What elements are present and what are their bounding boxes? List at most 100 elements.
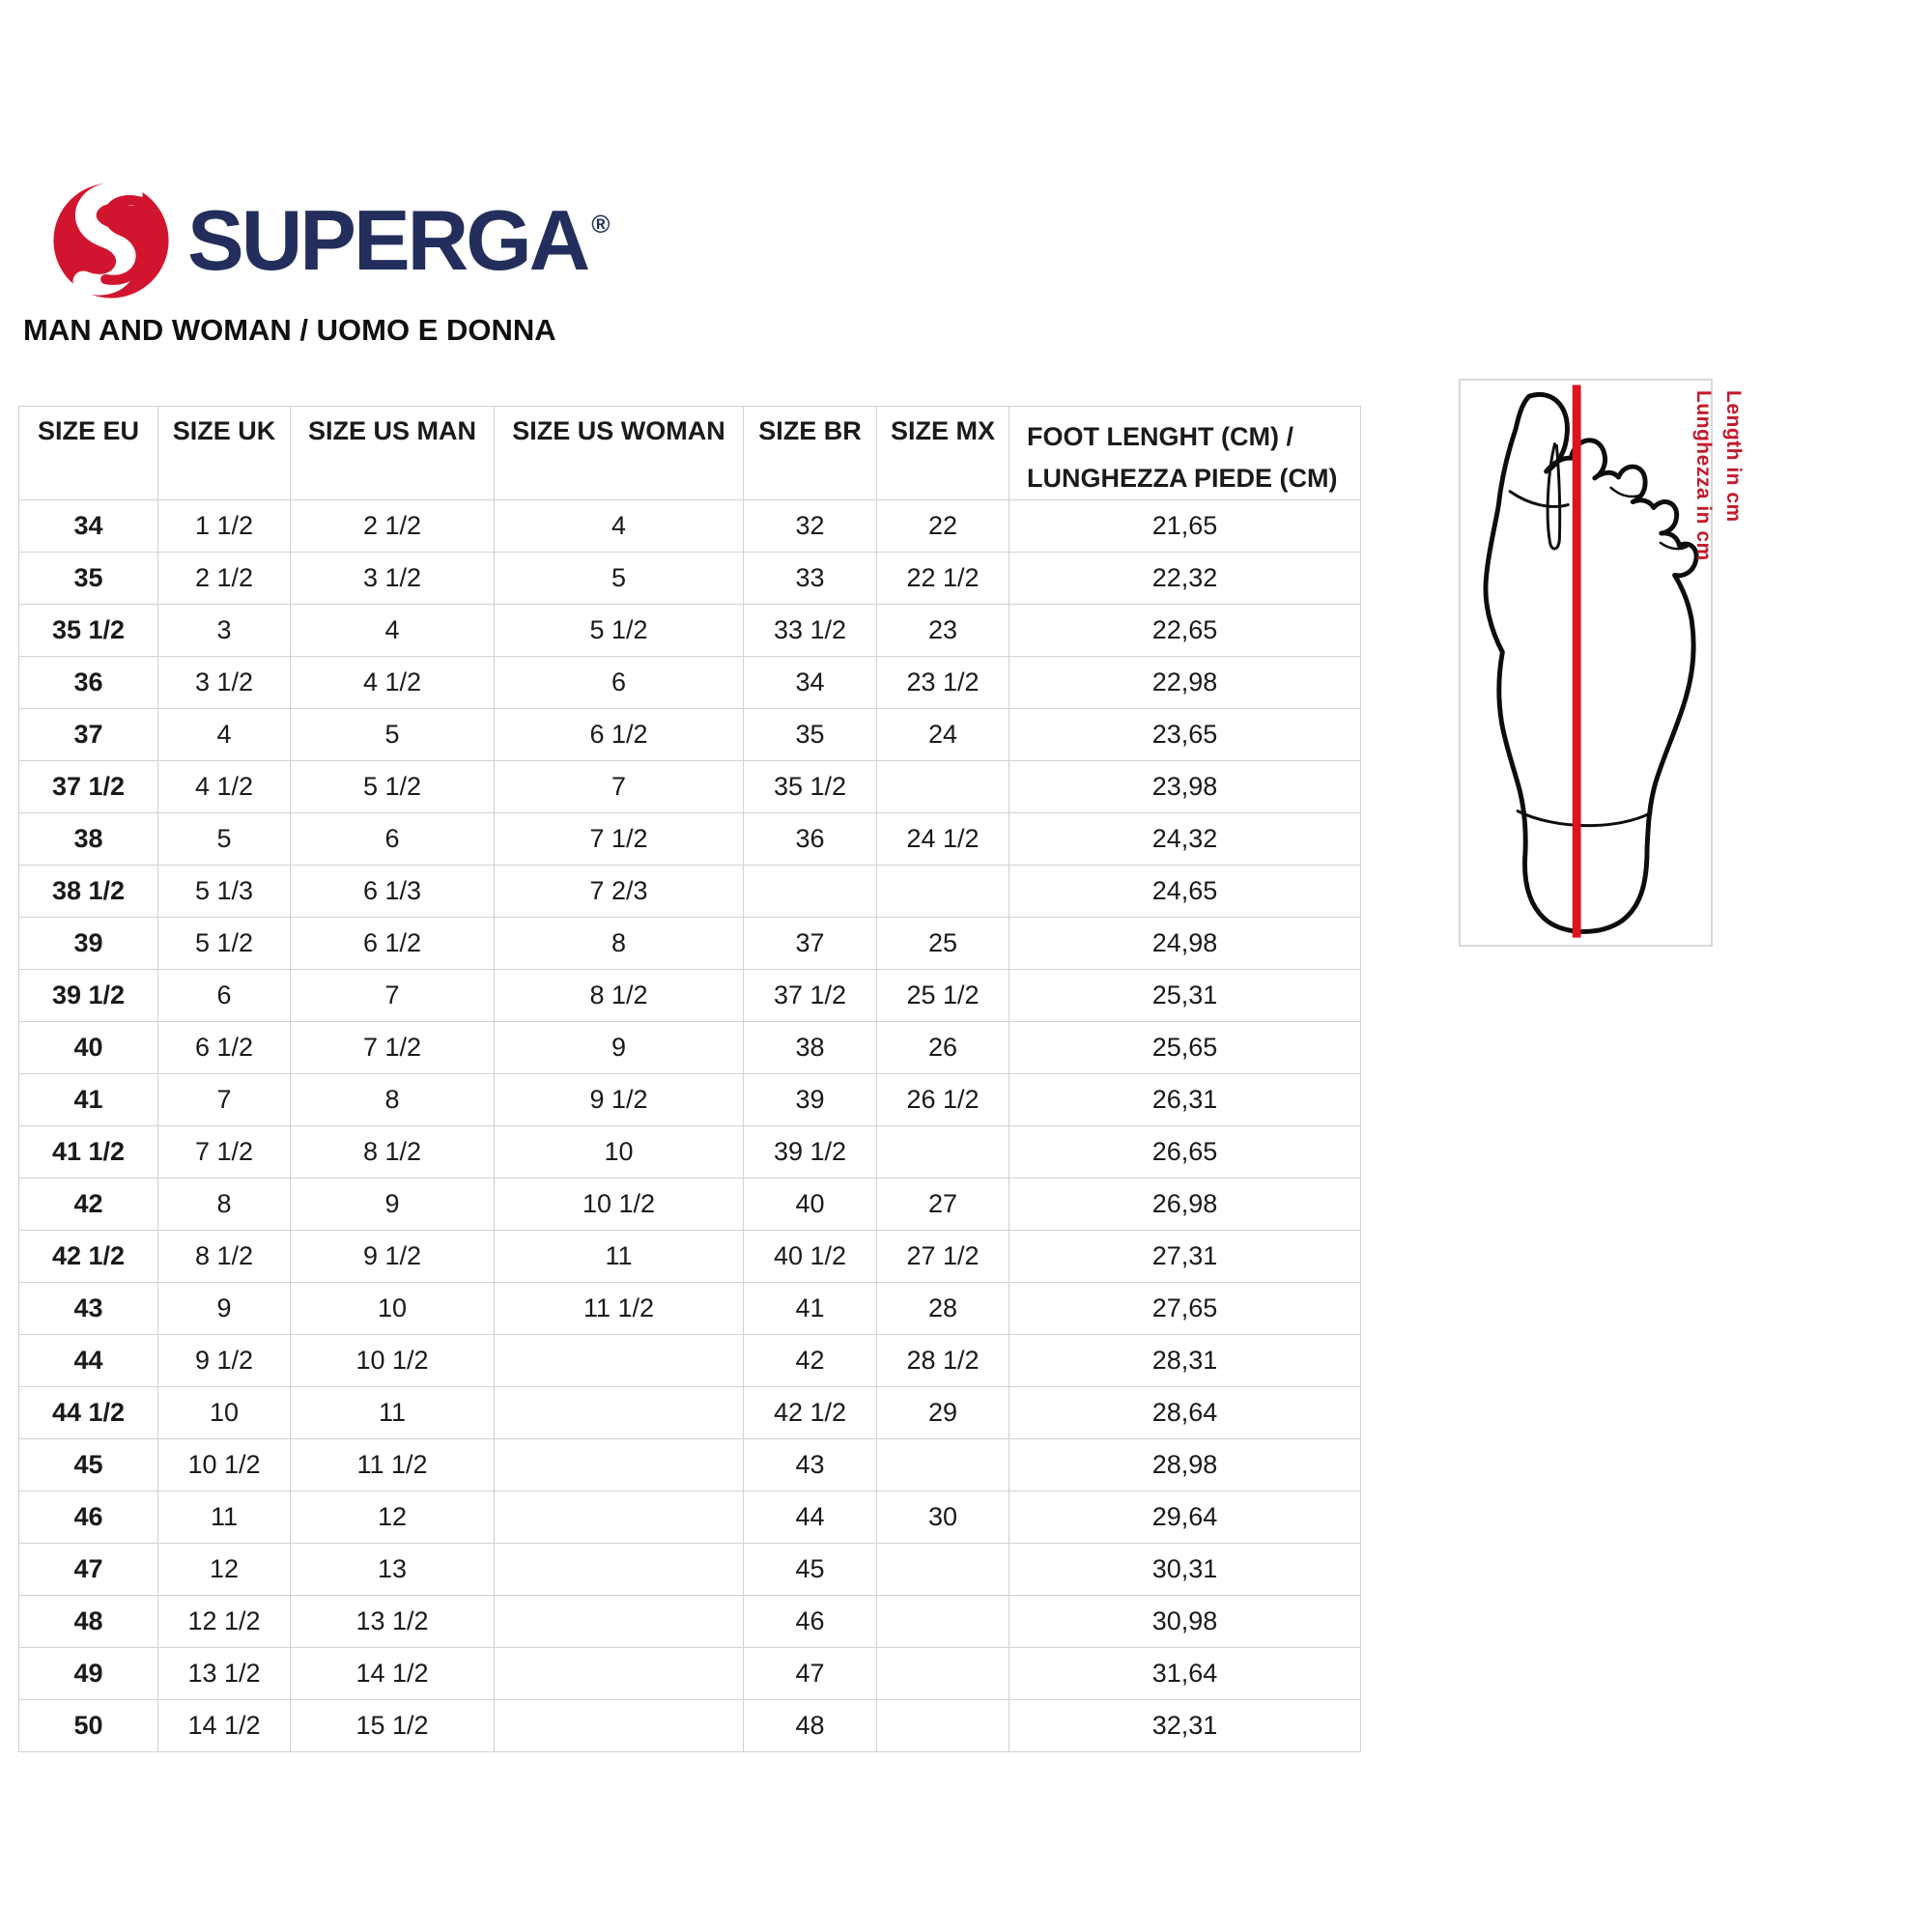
column-header-line: LUNGHEZZA PIEDE (CM) [1027,464,1338,494]
table-row: 44 9 1/2 10 1/2 42 28 1/2 28,31 [18,1334,1361,1388]
table-cell: 10 1/2 [290,1334,495,1388]
table-cell: 25,65 [1009,1021,1361,1075]
table-cell [876,1438,1009,1492]
table-cell: 40 1/2 [743,1230,877,1284]
column-header: SIZE BR [743,405,877,501]
table-cell: 15 1/2 [290,1699,495,1753]
table-cell: 35 [18,552,158,606]
table-cell: 3 [157,604,291,658]
table-cell [876,1125,1009,1179]
table-cell: 21,65 [1009,499,1361,554]
table-cell: 44 [743,1491,877,1545]
table-cell [876,1595,1009,1649]
table-cell: 37 [743,917,877,971]
superga-logo: SUPERGA ® [50,180,610,301]
table-cell: 8 [157,1178,291,1232]
table-cell [876,865,1009,919]
table-cell: 37 [18,708,158,762]
table-cell: 31,64 [1009,1647,1361,1701]
table-cell: 4 1/2 [157,760,291,814]
table-cell: 5 1/2 [494,604,744,658]
table-cell: 4 [494,499,744,554]
table-cell: 29,64 [1009,1491,1361,1545]
table-cell: 7 2/3 [494,865,744,919]
table-cell: 6 [290,812,495,867]
table-header-row: SIZE EU SIZE UK SIZE US MAN SIZE US WOMAN SI… [18,405,1361,501]
table-cell: 40 [743,1178,877,1232]
length-label-english: Length in cm [1722,390,1745,523]
table-cell: 14 1/2 [157,1699,291,1753]
table-cell: 6 1/3 [290,865,495,919]
table-cell: 27 [876,1178,1009,1232]
table-cell: 42 [18,1178,158,1232]
table-row: 37 4 5 6 1/2 35 24 23,65 [18,708,1361,762]
table-row: 44 1/2 10 11 42 1/2 29 28,64 [18,1386,1361,1440]
size-table-body: 34 1 1/2 2 1/2 4 32 22 21,65 35 2 1/2 3 1/2 5 33 22 … [18,499,1361,1753]
table-cell: 2 1/2 [290,499,495,554]
table-row: 45 10 1/2 11 1/2 43 28,98 [18,1438,1361,1492]
table-cell: 25,31 [1009,969,1361,1023]
table-cell: 26,98 [1009,1178,1361,1232]
table-cell: 27,31 [1009,1230,1361,1284]
foot-outline-icon [1483,384,1699,938]
table-cell: 49 [18,1647,158,1701]
table-row: 43 9 10 11 1/2 41 28 27,65 [18,1282,1361,1336]
table-cell: 30,31 [1009,1543,1361,1597]
table-cell [494,1595,744,1649]
column-header: SIZE US MAN [290,405,495,501]
table-cell: 25 1/2 [876,969,1009,1023]
table-cell: 7 1/2 [157,1125,291,1179]
table-cell: 47 [18,1543,158,1597]
table-cell: 4 [290,604,495,658]
column-header: SIZE UK [157,405,291,501]
table-cell: 11 [290,1386,495,1440]
table-cell: 11 [157,1491,291,1545]
table-cell: 13 1/2 [157,1647,291,1701]
table-cell: 9 1/2 [157,1334,291,1388]
table-cell: 26 1/2 [876,1073,1009,1127]
table-cell: 24 [876,708,1009,762]
table-row: 41 1/2 7 1/2 8 1/2 10 39 1/2 26,65 [18,1125,1361,1179]
table-cell: 6 1/2 [157,1021,291,1075]
table-cell [743,865,877,919]
table-row: 39 1/2 6 7 8 1/2 37 1/2 25 1/2 25,31 [18,969,1361,1023]
table-cell: 26 [876,1021,1009,1075]
table-cell: 28,64 [1009,1386,1361,1440]
table-row: 35 1/2 3 4 5 1/2 33 1/2 23 22,65 [18,604,1361,658]
table-cell: 28,98 [1009,1438,1361,1492]
table-cell [876,760,1009,814]
table-cell: 24 1/2 [876,812,1009,867]
column-header-line: FOOT LENGHT (CM) / [1027,422,1293,451]
table-row: 39 5 1/2 6 1/2 8 37 25 24,98 [18,917,1361,971]
table-cell [494,1386,744,1440]
table-cell: 8 [494,917,744,971]
table-cell: 13 [290,1543,495,1597]
table-cell: 42 1/2 [743,1386,877,1440]
table-cell: 6 [494,656,744,710]
table-cell: 41 1/2 [18,1125,158,1179]
brand-name-text: SUPERGA [187,192,590,288]
table-cell [494,1647,744,1701]
table-cell: 10 1/2 [494,1178,744,1232]
table-cell: 22,65 [1009,604,1361,658]
table-cell: 42 [743,1334,877,1388]
table-cell: 40 [18,1021,158,1075]
table-cell: 5 [494,552,744,606]
table-row: 40 6 1/2 7 1/2 9 38 26 25,65 [18,1021,1361,1075]
table-cell: 6 [157,969,291,1023]
table-cell: 41 [743,1282,877,1336]
table-cell: 23 [876,604,1009,658]
table-cell: 24,32 [1009,812,1361,867]
table-cell: 5 [290,708,495,762]
table-cell: 14 1/2 [290,1647,495,1701]
table-row: 34 1 1/2 2 1/2 4 32 22 21,65 [18,499,1361,554]
table-cell: 41 [18,1073,158,1127]
table-cell: 43 [18,1282,158,1336]
table-cell: 38 [743,1021,877,1075]
table-row: 37 1/2 4 1/2 5 1/2 7 35 1/2 23,98 [18,760,1361,814]
table-cell: 35 [743,708,877,762]
table-cell: 44 1/2 [18,1386,158,1440]
size-conversion-table: SIZE EU SIZE UK SIZE US MAN SIZE US WOMAN SI… [18,405,1361,1753]
table-row: 42 8 9 10 1/2 40 27 26,98 [18,1178,1361,1232]
table-cell: 9 [157,1282,291,1336]
